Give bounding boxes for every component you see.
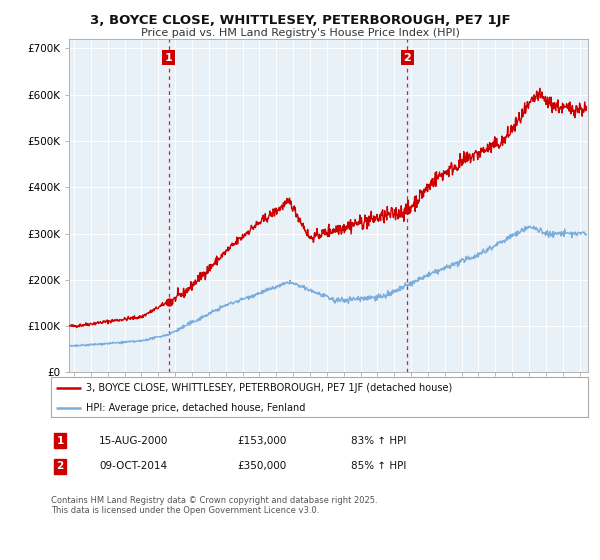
- Text: £350,000: £350,000: [237, 461, 286, 472]
- Text: 09-OCT-2014: 09-OCT-2014: [99, 461, 167, 472]
- Text: Contains HM Land Registry data © Crown copyright and database right 2025.
This d: Contains HM Land Registry data © Crown c…: [51, 496, 377, 515]
- Text: 1: 1: [56, 436, 64, 446]
- Text: 3, BOYCE CLOSE, WHITTLESEY, PETERBOROUGH, PE7 1JF (detached house): 3, BOYCE CLOSE, WHITTLESEY, PETERBOROUGH…: [86, 383, 452, 393]
- Text: 85% ↑ HPI: 85% ↑ HPI: [351, 461, 406, 472]
- Text: 1: 1: [165, 53, 173, 63]
- Text: HPI: Average price, detached house, Fenland: HPI: Average price, detached house, Fenl…: [86, 403, 305, 413]
- Text: 2: 2: [56, 461, 64, 472]
- Text: 3, BOYCE CLOSE, WHITTLESEY, PETERBOROUGH, PE7 1JF: 3, BOYCE CLOSE, WHITTLESEY, PETERBOROUGH…: [89, 14, 511, 27]
- Text: Price paid vs. HM Land Registry's House Price Index (HPI): Price paid vs. HM Land Registry's House …: [140, 28, 460, 38]
- Text: 15-AUG-2000: 15-AUG-2000: [99, 436, 169, 446]
- Text: 83% ↑ HPI: 83% ↑ HPI: [351, 436, 406, 446]
- Text: 2: 2: [403, 53, 411, 63]
- Text: £153,000: £153,000: [237, 436, 286, 446]
